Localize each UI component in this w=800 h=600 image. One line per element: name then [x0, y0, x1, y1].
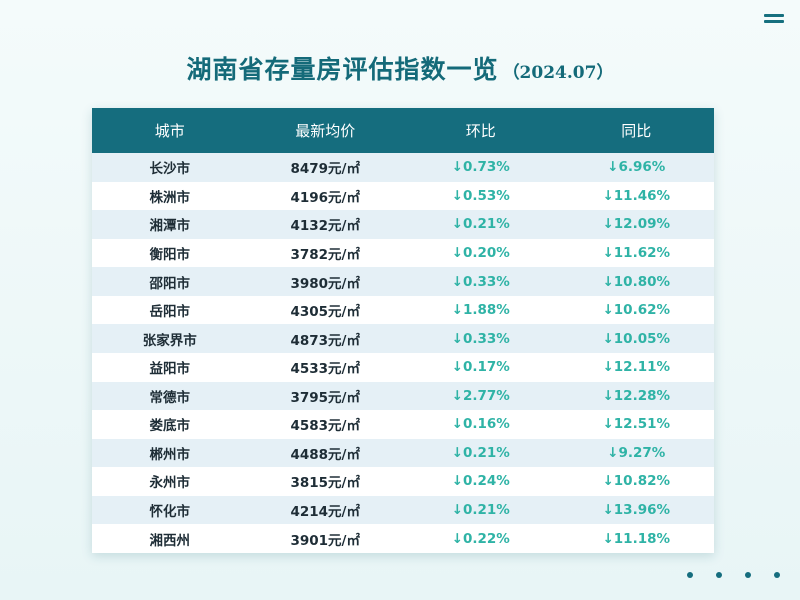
cell-mom: ↓0.33% — [451, 330, 510, 347]
cell-mom: ↓0.21% — [451, 216, 510, 233]
cell-mom: ↓0.22% — [451, 530, 510, 547]
cell-price: 4873元/㎡ — [290, 332, 360, 349]
table-row: 郴州市 4488元/㎡ ↓0.21% ↓9.27% — [92, 438, 714, 468]
cell-mom: ↓2.77% — [451, 387, 510, 404]
cell-price: 8479元/㎡ — [290, 161, 360, 178]
menu-icon-bar — [764, 20, 784, 23]
table-row: 永州市 3815元/㎡ ↓0.24% ↓10.82% — [92, 467, 714, 496]
dot — [716, 572, 722, 578]
cell-price: 4214元/㎡ — [290, 504, 360, 521]
cell-yoy: ↓11.46% — [602, 187, 671, 204]
page-title-main: 湖南省存量房评估指数一览 — [186, 55, 499, 84]
table-row: 株洲市 4196元/㎡ ↓0.53% ↓11.46% — [92, 181, 714, 211]
cell-yoy: ↓10.80% — [602, 273, 671, 290]
table-row: 邵阳市 3980元/㎡ ↓0.33% ↓10.80% — [92, 267, 714, 296]
header-yoy: 同比 — [621, 122, 652, 140]
cell-city: 娄底市 — [149, 418, 191, 435]
cell-yoy: ↓10.05% — [602, 330, 671, 347]
table-row: 益阳市 4533元/㎡ ↓0.17% ↓12.11% — [92, 352, 714, 382]
menu-icon[interactable] — [764, 14, 784, 24]
cell-mom: ↓0.21% — [451, 444, 510, 461]
header-city: 城市 — [154, 122, 185, 140]
cell-city: 怀化市 — [149, 504, 191, 521]
header-price: 最新均价 — [295, 122, 356, 140]
cell-city: 郴州市 — [149, 446, 191, 463]
table-row: 娄底市 4583元/㎡ ↓0.16% ↓12.51% — [92, 410, 714, 439]
cell-city: 岳阳市 — [149, 304, 191, 321]
cell-mom: ↓0.16% — [451, 416, 510, 433]
table-row: 怀化市 4214元/㎡ ↓0.21% ↓13.96% — [92, 495, 714, 525]
cell-city: 常德市 — [149, 389, 191, 406]
cell-price: 3980元/㎡ — [290, 275, 360, 292]
cell-price: 3901元/㎡ — [290, 532, 360, 549]
cell-price: 4583元/㎡ — [290, 418, 360, 435]
cell-mom: ↓0.21% — [451, 502, 510, 519]
cell-price: 4488元/㎡ — [290, 446, 360, 463]
cell-yoy: ↓13.96% — [602, 502, 671, 519]
table-row: 长沙市 8479元/㎡ ↓0.73% ↓6.96% — [92, 153, 714, 182]
cell-city: 湘潭市 — [149, 218, 191, 235]
cell-price: 4132元/㎡ — [290, 218, 360, 235]
dot — [687, 572, 693, 578]
cell-city: 邵阳市 — [149, 275, 191, 292]
cell-yoy: ↓12.51% — [602, 416, 671, 433]
cell-yoy: ↓12.28% — [602, 387, 671, 404]
cell-city: 永州市 — [149, 475, 191, 492]
dot — [774, 572, 780, 578]
page-title-date: （2024.07） — [502, 63, 614, 83]
cell-price: 4196元/㎡ — [290, 189, 360, 206]
cell-yoy: ↓10.82% — [602, 473, 671, 490]
dot — [745, 572, 751, 578]
cell-city: 株洲市 — [149, 189, 191, 206]
cell-yoy: ↓11.62% — [602, 244, 671, 261]
cell-city: 益阳市 — [149, 361, 191, 378]
cell-mom: ↓0.33% — [451, 273, 510, 290]
table-row: 张家界市 4873元/㎡ ↓0.33% ↓10.05% — [92, 324, 714, 353]
table-row: 常德市 3795元/㎡ ↓2.77% ↓12.28% — [92, 381, 714, 411]
cell-price: 4305元/㎡ — [290, 304, 360, 321]
cell-price: 3782元/㎡ — [290, 246, 360, 263]
table-header-row: 城市 最新均价 环比 同比 — [92, 108, 714, 153]
cell-city: 湘西州 — [149, 532, 191, 549]
cell-price: 4533元/㎡ — [290, 361, 360, 378]
table-row: 湘潭市 4132元/㎡ ↓0.21% ↓12.09% — [92, 210, 714, 239]
table-row: 湘西州 3901元/㎡ ↓0.22% ↓11.18% — [92, 524, 714, 553]
page-title: 湖南省存量房评估指数一览 （2024.07） — [0, 50, 800, 86]
table-row: 衡阳市 3782元/㎡ ↓0.20% ↓11.62% — [92, 238, 714, 268]
cell-city: 衡阳市 — [149, 246, 191, 263]
cell-yoy: ↓6.96% — [607, 159, 666, 176]
cell-mom: ↓0.73% — [451, 159, 510, 176]
header-mom: 环比 — [465, 122, 496, 140]
cell-yoy: ↓11.18% — [602, 530, 671, 547]
pagination-dots — [664, 563, 780, 582]
cell-city: 长沙市 — [149, 161, 191, 178]
cell-mom: ↓0.20% — [451, 244, 510, 261]
cell-city: 张家界市 — [142, 332, 197, 349]
cell-price: 3795元/㎡ — [290, 389, 360, 406]
cell-yoy: ↓12.11% — [602, 359, 671, 376]
cell-mom: ↓1.88% — [451, 302, 510, 319]
menu-icon-bar — [764, 14, 784, 17]
table-row: 岳阳市 4305元/㎡ ↓1.88% ↓10.62% — [92, 295, 714, 325]
cell-mom: ↓0.53% — [451, 187, 510, 204]
cell-mom: ↓0.24% — [451, 473, 510, 490]
cell-yoy: ↓10.62% — [602, 302, 671, 319]
cell-price: 3815元/㎡ — [290, 475, 360, 492]
cell-yoy: ↓12.09% — [602, 216, 671, 233]
cell-yoy: ↓9.27% — [607, 444, 666, 461]
cell-mom: ↓0.17% — [451, 359, 510, 376]
price-index-table: 城市 最新均价 环比 同比 长沙市 8479元/㎡ ↓0.73% ↓6.96% 株洲市 4… — [92, 108, 714, 553]
